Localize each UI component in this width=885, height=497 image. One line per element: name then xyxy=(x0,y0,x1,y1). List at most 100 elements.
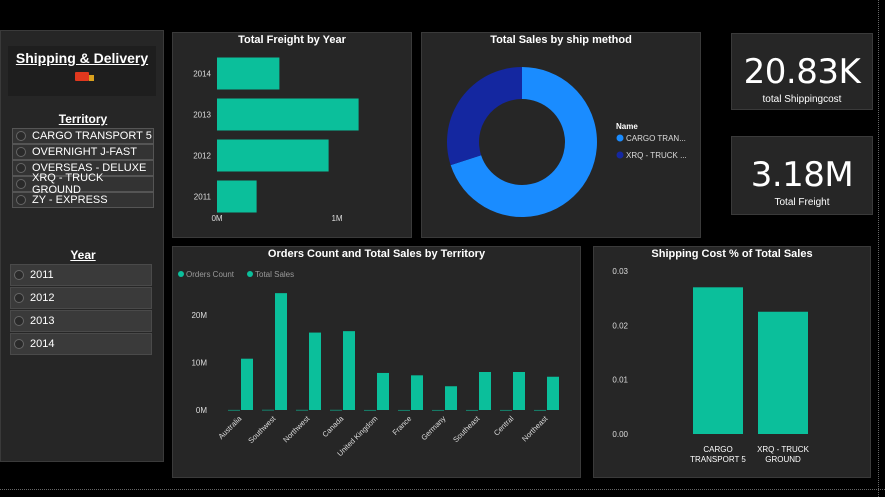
radio-icon xyxy=(16,131,26,141)
kpi-freight-card: 3.18M Total Freight xyxy=(731,136,873,215)
orders-sales-by-territory-panel: Orders Count and Total Sales by Territor… xyxy=(172,246,581,478)
year-option-label: 2013 xyxy=(30,315,55,327)
total-sales-bar xyxy=(513,372,525,410)
donut-slice xyxy=(447,67,522,166)
kpi-value: 3.18M xyxy=(750,155,854,195)
x-tick-label: 1M xyxy=(331,214,342,223)
filter-panel: Shipping & Delivery Territory CARGO TRAN… xyxy=(0,30,164,462)
territory-option[interactable]: OVERNIGHT J-FAST xyxy=(12,144,154,160)
total-sales-bar xyxy=(411,375,423,410)
orders-count-bar xyxy=(364,409,376,411)
sales-by-ship-method-chart: Name CARGO TRAN... XRQ - TRUCK ... xyxy=(447,67,687,217)
orders-count-bar xyxy=(432,409,444,411)
radio-icon xyxy=(14,270,24,280)
y-tick-label: 20M xyxy=(191,311,207,320)
orders-count-bar xyxy=(500,409,512,411)
year-slicer: 2011 2012 2013 2014 xyxy=(10,264,152,356)
radio-icon xyxy=(16,195,26,205)
dashboard-title: Shipping & Delivery xyxy=(15,50,149,66)
chart-title: Total Sales by ship method xyxy=(490,34,632,46)
y-tick-label: 2011 xyxy=(194,193,212,202)
shipping-cost-pct-panel: Shipping Cost % of Total Sales 0.00 0.01 0… xyxy=(593,246,871,478)
orders-count-bar xyxy=(534,409,546,411)
x-tick-label: Germany xyxy=(419,414,447,442)
x-tick-label: 0M xyxy=(211,214,222,223)
x-tick-label: CARGO TRANSPORT 5 xyxy=(690,445,746,464)
orders-count-bar xyxy=(296,409,308,411)
x-tick-label: Northeast xyxy=(520,413,550,443)
freight-by-year-chart: 2014 2013 2012 2011 0M 1M xyxy=(193,57,359,223)
x-tick-label: Northwest xyxy=(281,413,312,444)
year-option[interactable]: 2011 xyxy=(10,264,152,286)
radio-icon xyxy=(16,147,26,157)
kpi-shipping-cost-card: 20.83K total Shippingcost xyxy=(731,33,873,110)
chart-title: Orders Count and Total Sales by Territor… xyxy=(267,248,486,260)
y-tick-label: 2013 xyxy=(193,111,211,120)
total-sales-bar xyxy=(241,358,253,410)
orders-count-bar xyxy=(466,409,478,411)
year-option-label: 2014 xyxy=(30,338,55,350)
year-option[interactable]: 2012 xyxy=(10,287,152,309)
total-sales-bar xyxy=(275,293,287,410)
total-sales-bar xyxy=(377,372,389,410)
freight-bar xyxy=(217,57,280,90)
x-tick-label: Central xyxy=(492,414,516,438)
total-sales-bar xyxy=(547,376,559,410)
year-option[interactable]: 2014 xyxy=(10,333,152,355)
legend-marker xyxy=(247,271,253,277)
orders-sales-by-territory-chart: Orders Count Total Sales 0M 10M 20M Australia… xyxy=(178,270,559,458)
year-option[interactable]: 2013 xyxy=(10,310,152,332)
orders-count-bar xyxy=(330,409,342,411)
brand-box: Shipping & Delivery xyxy=(8,46,156,96)
territory-option-label: CARGO TRANSPORT 5 xyxy=(32,130,152,142)
freight-bar xyxy=(217,180,257,213)
kpi-label: total Shippingcost xyxy=(762,94,842,105)
radio-icon xyxy=(14,316,24,326)
legend-title: Name xyxy=(616,122,638,131)
orders-count-bar xyxy=(262,409,274,411)
kpi-label: Total Freight xyxy=(774,197,830,208)
truck-icon xyxy=(75,72,94,81)
legend-label: CARGO TRAN... xyxy=(626,134,686,143)
orders-count-bar xyxy=(398,409,410,411)
y-tick-label: 0.01 xyxy=(612,376,628,385)
total-sales-bar xyxy=(343,331,355,410)
chart-title: Total Freight by Year xyxy=(238,34,346,46)
x-tick-label: XRQ - TRUCK GROUND xyxy=(757,445,810,464)
freight-bar xyxy=(217,139,329,172)
legend-label: Orders Count xyxy=(186,270,235,279)
shipping-pct-bar xyxy=(693,287,743,434)
legend-marker xyxy=(616,151,624,159)
year-slicer-header: Year xyxy=(70,248,96,262)
y-tick-label: 0M xyxy=(196,406,207,415)
territory-option-label: OVERNIGHT J-FAST xyxy=(32,146,137,158)
x-tick-label: Canada xyxy=(320,413,346,439)
chart-title: Shipping Cost % of Total Sales xyxy=(651,248,813,260)
territory-option[interactable]: ZY - EXPRESS xyxy=(12,192,154,208)
territory-option[interactable]: XRQ - TRUCK GROUND xyxy=(12,172,154,196)
shipping-cost-pct-chart: 0.00 0.01 0.02 0.03 CARGO TRANSPORT 5 XRQ - TR… xyxy=(612,267,810,464)
year-option-label: 2011 xyxy=(30,269,54,281)
y-tick-label: 0.02 xyxy=(612,321,628,330)
page-border-bottom xyxy=(0,489,885,490)
territory-slicer-header: Territory xyxy=(58,112,108,126)
territory-option-label: XRQ - TRUCK GROUND xyxy=(32,172,104,196)
sales-by-ship-method-panel: Total Sales by ship method Name CARGO TRA… xyxy=(421,32,701,238)
y-tick-label: 0.03 xyxy=(612,267,628,276)
territory-option[interactable]: CARGO TRANSPORT 5 xyxy=(12,128,154,144)
y-tick-label: 0.00 xyxy=(612,430,628,439)
freight-bar xyxy=(217,98,359,131)
territory-option-label: OVERSEAS - DELUXE xyxy=(32,162,147,174)
x-tick-label: Australia xyxy=(216,413,244,441)
radio-icon xyxy=(16,179,26,189)
kpi-value: 20.83K xyxy=(743,52,861,92)
legend-label: Total Sales xyxy=(255,270,294,279)
territory-option[interactable]: OVERSEAS - DELUXE xyxy=(12,160,154,176)
total-sales-bar xyxy=(445,386,457,410)
donut-slice xyxy=(450,67,597,217)
y-tick-label: 2014 xyxy=(193,70,211,79)
x-tick-label: France xyxy=(391,414,414,437)
territory-slicer: CARGO TRANSPORT 5 OVERNIGHT J-FAST OVERS… xyxy=(12,128,154,208)
legend-marker xyxy=(178,271,184,277)
legend-label: XRQ - TRUCK ... xyxy=(626,151,687,160)
